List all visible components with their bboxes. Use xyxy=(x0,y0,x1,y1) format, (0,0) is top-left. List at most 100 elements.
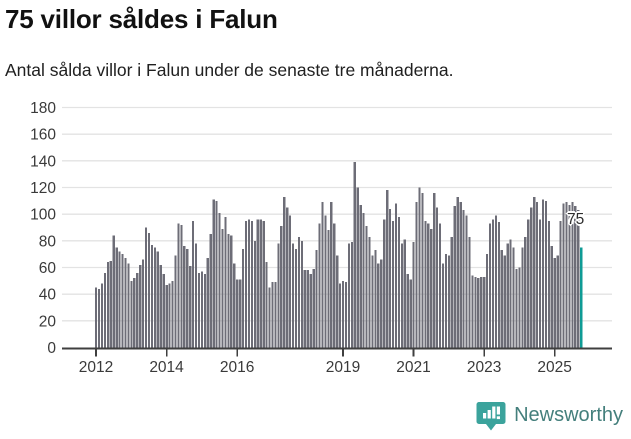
bar xyxy=(533,196,536,348)
bar xyxy=(497,222,500,348)
bar xyxy=(247,219,251,348)
bar xyxy=(553,258,556,348)
bar xyxy=(571,202,574,348)
bar xyxy=(391,220,395,348)
bar xyxy=(171,280,174,348)
bar xyxy=(406,274,409,348)
bar xyxy=(424,220,427,348)
bar xyxy=(327,230,330,348)
bar xyxy=(268,287,271,348)
bar xyxy=(544,200,548,348)
bar xyxy=(277,243,280,348)
bar xyxy=(556,255,559,348)
bar xyxy=(227,234,230,348)
bar xyxy=(462,210,465,348)
y-axis-tick-label: 140 xyxy=(30,153,56,170)
bar xyxy=(250,220,254,348)
bar xyxy=(409,279,412,348)
bar xyxy=(468,236,471,348)
bar xyxy=(412,242,415,348)
bar xyxy=(106,262,109,348)
bar xyxy=(371,255,374,348)
bar xyxy=(397,216,401,348)
bar xyxy=(206,258,209,348)
y-axis-tick-label: 0 xyxy=(47,340,56,357)
bar xyxy=(456,196,459,348)
bar xyxy=(377,263,380,348)
bar xyxy=(474,276,477,348)
bar xyxy=(230,235,233,348)
bar xyxy=(339,283,342,348)
bar xyxy=(515,268,518,348)
bar xyxy=(477,278,480,348)
bar xyxy=(568,204,571,348)
bar xyxy=(350,242,353,348)
bar xyxy=(265,262,268,348)
last-value-label: 75 xyxy=(567,211,585,228)
bar xyxy=(144,227,148,348)
y-axis-tick-label: 100 xyxy=(30,207,56,224)
bar xyxy=(236,279,239,348)
bar xyxy=(274,282,277,348)
y-axis-tick-label: 60 xyxy=(39,260,57,277)
bar xyxy=(538,219,542,348)
x-axis-tick-label: 2023 xyxy=(467,359,501,376)
highlighted-bar xyxy=(580,247,583,348)
bar xyxy=(309,274,312,348)
bar xyxy=(318,223,321,348)
bar xyxy=(162,274,165,348)
bar xyxy=(494,215,498,348)
bar xyxy=(321,202,324,348)
bar xyxy=(118,251,121,348)
bar xyxy=(165,284,168,348)
bar xyxy=(465,215,468,348)
bar xyxy=(436,207,439,348)
y-axis-tick-label: 40 xyxy=(39,287,57,304)
chart-subtitle: Antal sålda villor i Falun under de sena… xyxy=(5,60,454,80)
bar xyxy=(574,206,577,348)
bar xyxy=(294,248,298,348)
bar xyxy=(95,287,98,348)
brand-footer: Newsworthy xyxy=(476,400,623,431)
bar xyxy=(471,275,474,348)
bar xyxy=(239,279,242,348)
bar xyxy=(344,282,348,348)
bar xyxy=(168,283,171,348)
bar xyxy=(444,254,448,348)
bar xyxy=(124,258,127,348)
bar xyxy=(177,223,180,348)
bar xyxy=(336,255,339,348)
bar xyxy=(180,224,183,348)
bar xyxy=(147,232,151,348)
bar xyxy=(115,247,118,348)
bar xyxy=(209,234,212,348)
bar xyxy=(565,202,568,348)
x-axis-tick-label: 2019 xyxy=(326,359,360,376)
bar xyxy=(441,263,445,348)
y-axis-tick-label: 20 xyxy=(39,313,57,330)
bar xyxy=(306,270,309,348)
bar xyxy=(297,236,301,348)
bar xyxy=(259,219,262,348)
bar xyxy=(256,219,259,348)
bar xyxy=(559,220,562,348)
bar xyxy=(218,212,221,348)
bar xyxy=(403,239,406,348)
bar xyxy=(192,220,195,348)
x-axis-tick-label: 2016 xyxy=(220,359,254,376)
bar xyxy=(491,219,495,348)
bar xyxy=(483,276,486,348)
bar xyxy=(380,259,383,348)
bar xyxy=(362,212,365,348)
y-axis-tick-label: 160 xyxy=(30,127,56,144)
bar xyxy=(127,263,130,348)
bar xyxy=(562,203,565,348)
bar xyxy=(536,202,539,348)
x-axis-tick-label: 2014 xyxy=(149,359,184,376)
bar xyxy=(186,248,189,348)
bar xyxy=(450,236,453,348)
bar xyxy=(330,202,333,348)
bar xyxy=(221,228,224,348)
bar xyxy=(189,266,192,348)
bar xyxy=(547,220,550,348)
